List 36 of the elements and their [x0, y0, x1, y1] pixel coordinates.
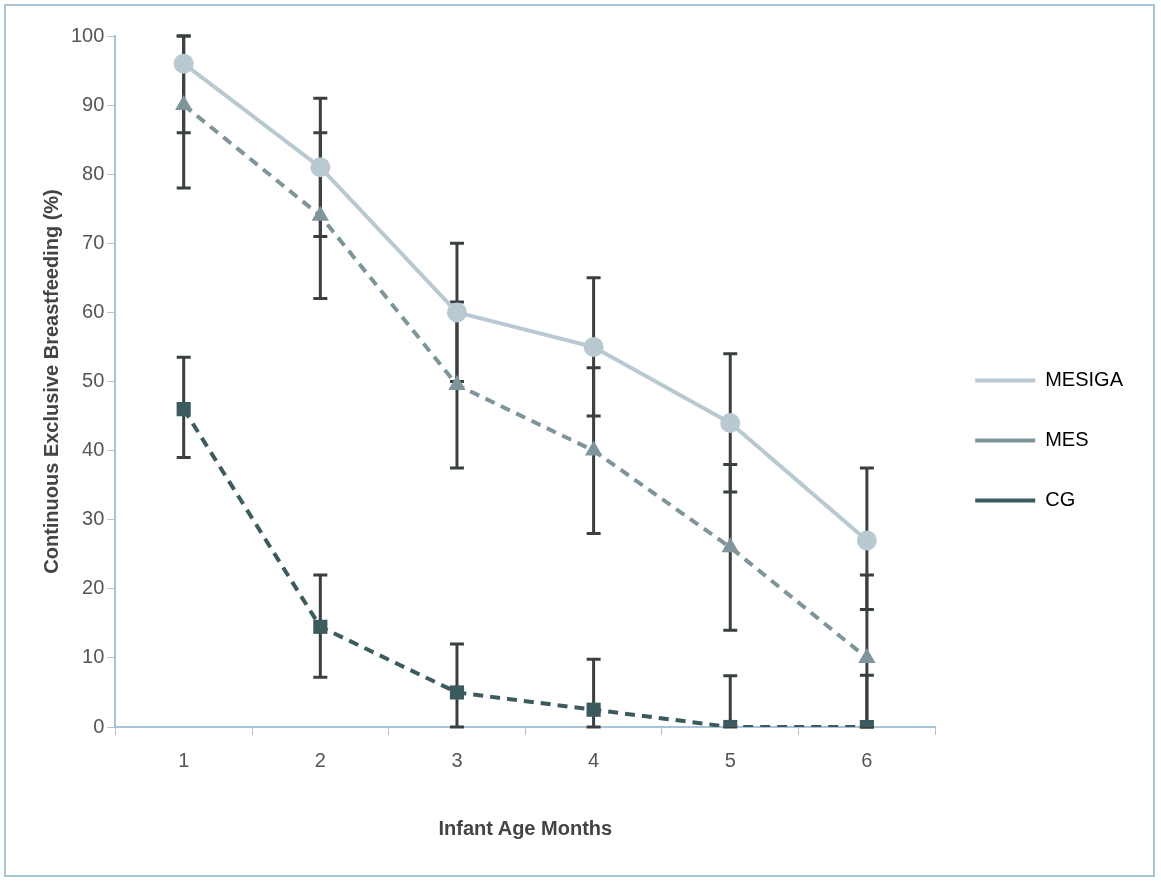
point: [584, 440, 603, 456]
y-tick-label: 70: [82, 230, 105, 253]
point: [446, 302, 467, 323]
y-tick-label: 0: [93, 714, 105, 737]
x-tick-label: 5: [724, 748, 736, 771]
y-tick-label: 30: [82, 507, 105, 530]
point: [449, 685, 465, 700]
y-axis-title: Continuous Exclusive Breastfeeding (%): [39, 189, 62, 574]
y-tick-label: 10: [82, 645, 105, 668]
point: [856, 530, 877, 551]
point: [721, 537, 739, 553]
y-tick-label: 60: [82, 299, 105, 322]
point: [858, 647, 876, 663]
y-tick-label: 20: [82, 576, 105, 599]
point: [313, 619, 328, 634]
point: [173, 53, 194, 74]
x-tick-label: 1: [178, 748, 190, 771]
point: [175, 95, 193, 111]
point: [583, 336, 604, 357]
y-tick-label: 40: [82, 438, 105, 461]
point: [720, 412, 741, 433]
x-tick-label: 4: [588, 748, 600, 771]
y-tick-label: 80: [82, 161, 105, 184]
legend-label: MESIGA: [1045, 368, 1124, 391]
y-tick-label: 100: [70, 23, 105, 46]
x-axis-title: Infant Age Months: [438, 816, 613, 839]
x-tick-label: 3: [451, 748, 463, 771]
point: [586, 702, 601, 717]
y-tick-label: 90: [82, 92, 105, 115]
y-tick-label: 50: [82, 369, 105, 392]
point: [310, 157, 331, 178]
x-tick-label: 6: [861, 748, 873, 771]
point: [176, 402, 191, 417]
x-tick-label: 2: [314, 748, 326, 771]
legend-label: MES: [1045, 428, 1089, 451]
legend-label: CG: [1045, 488, 1076, 511]
